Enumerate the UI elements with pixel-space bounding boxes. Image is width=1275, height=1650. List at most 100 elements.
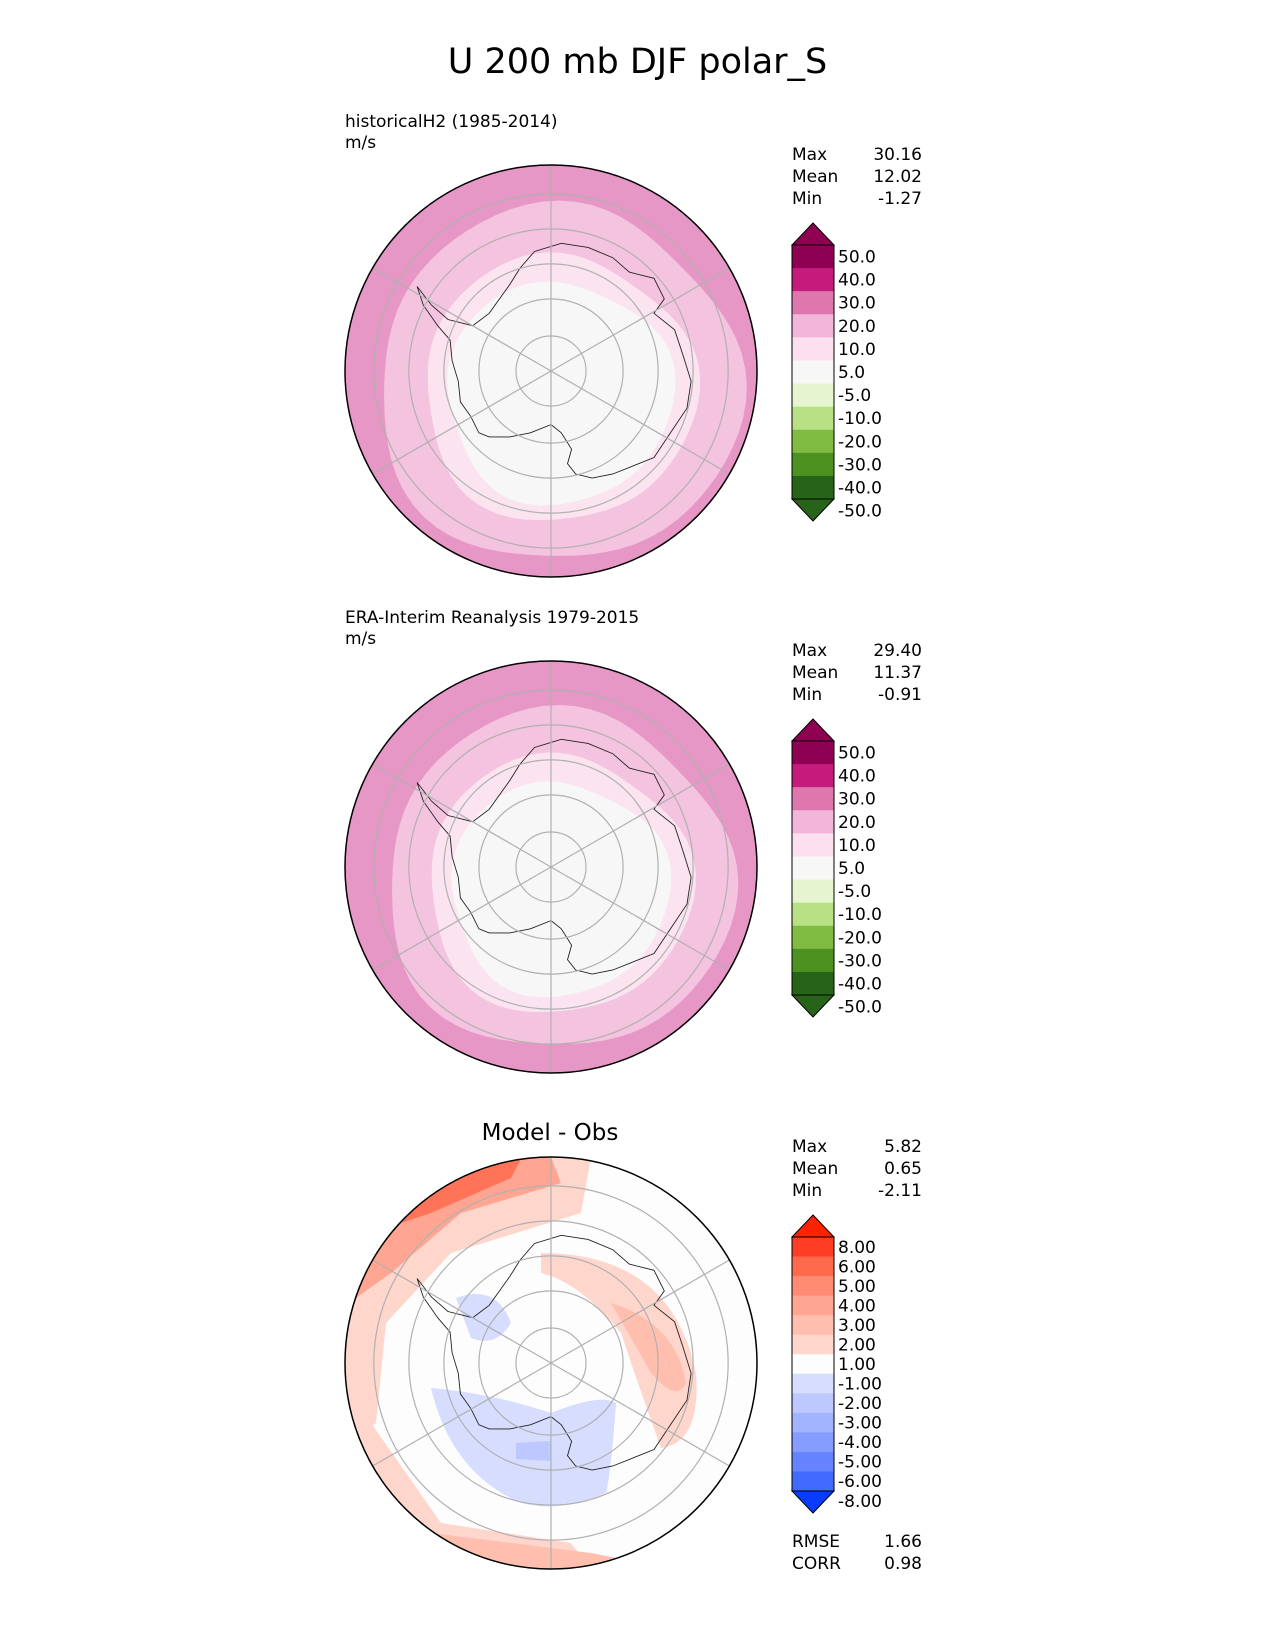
colorbar-tick-label: 20.0: [838, 317, 876, 337]
diff-band-positive: [355, 1463, 631, 1569]
polar-map-panel-3: [344, 1156, 758, 1570]
stat-label: Mean: [792, 167, 839, 187]
colorbar-segment: [792, 1432, 834, 1453]
stat-mean: Mean 12.02: [792, 166, 922, 188]
colorbar-tick-label: -20.0: [838, 432, 882, 452]
panel2-header-line1: ERA-Interim Reanalysis 1979-2015: [345, 608, 640, 628]
metric-label: RMSE: [792, 1532, 841, 1552]
stat-max: Max 5.82: [792, 1136, 922, 1158]
colorbar-segment: [792, 268, 834, 292]
map-boundary: [344, 164, 758, 578]
colorbar-tick-label: 5.0: [838, 859, 865, 879]
colorbar-segment: [792, 856, 834, 881]
colorbar-segment: [792, 1276, 834, 1297]
colorbar-extend-top: [790, 222, 836, 246]
longitude-line: [372, 763, 521, 851]
longitude-line: [550, 866, 582, 886]
coastline: [416, 738, 692, 975]
metric-label: CORR: [792, 1554, 841, 1574]
colorbar-tick-label: -30.0: [838, 455, 882, 475]
panel1-units: m/s: [345, 133, 377, 153]
longitude-line: [581, 1259, 730, 1347]
stat-label: Min: [792, 1181, 823, 1201]
colorbar-tick-label: -5.00: [838, 1453, 882, 1473]
panel2-units: m/s: [345, 629, 377, 649]
longitude-line: [372, 1379, 521, 1467]
colorbar-segment: [792, 245, 834, 269]
stat-value: 29.40: [873, 641, 922, 661]
stat-value: 5.82: [884, 1137, 922, 1157]
colorbar-tick-label: -5.0: [838, 882, 871, 902]
colorbar-tick-label: 8.00: [838, 1238, 876, 1258]
colorbar-segment: [792, 383, 834, 408]
diff-band-positive: [345, 1373, 591, 1569]
colorbar-segment: [792, 1354, 834, 1375]
longitude-line: [550, 1344, 582, 1364]
longitude-line: [581, 267, 730, 355]
colorbar-frame: [791, 244, 835, 500]
stat-value: -1.27: [878, 189, 922, 209]
colorbar-segment: [792, 1334, 834, 1355]
colorbar-segment: [792, 1295, 834, 1316]
map-boundary: [344, 660, 758, 1074]
colorbar-segment: [792, 741, 834, 765]
stat-label: Max: [792, 1137, 828, 1157]
colorbar-segment: [792, 787, 834, 811]
map-boundary: [344, 1156, 758, 1570]
colorbar-segment: [792, 1412, 834, 1433]
colorbar-tick-label: 30.0: [838, 294, 876, 314]
colorbar-segment: [792, 429, 834, 454]
colorbar-segment: [792, 764, 834, 788]
longitude-line: [581, 1379, 730, 1467]
longitude-line: [372, 1259, 521, 1347]
colorbar-tick-label: 20.0: [838, 813, 876, 833]
stat-mean: Mean 11.37: [792, 662, 922, 684]
stat-value: 12.02: [873, 167, 922, 187]
diff-band-positive: [401, 1159, 521, 1223]
polar-map-panel-1: [344, 164, 758, 578]
colorbar-tick-label: 4.00: [838, 1296, 876, 1316]
stat-min: Min -0.91: [792, 684, 922, 706]
colorbar-tick-label: -50.0: [838, 502, 882, 522]
diff-band-positive: [349, 1157, 561, 1303]
colorbar-tick-label: 5.00: [838, 1277, 876, 1297]
colorbar-segment: [792, 879, 834, 904]
colorbar-tick-label: -3.00: [838, 1414, 882, 1434]
colorbar-segment: [792, 452, 834, 477]
metric-corr: CORR 0.98: [792, 1553, 922, 1575]
longitude-line: [581, 763, 730, 851]
colorbar-tick-label: -8.00: [838, 1492, 882, 1512]
stat-label: Max: [792, 641, 828, 661]
colorbar-segment: [792, 337, 834, 361]
colorbar-segment: [792, 291, 834, 315]
colorbar-tick-label: 50.0: [838, 744, 876, 764]
colorbar-tick-label: -10.0: [838, 409, 882, 429]
stat-label: Max: [792, 145, 828, 165]
colorbar-1: 50.0 40.0 30.0 20.0 10.0 5.0 -5.0 -10.0 -20.0 -30…: [790, 222, 882, 522]
colorbar-segment: [792, 406, 834, 431]
colorbar-tick-label: -2.00: [838, 1394, 882, 1414]
longitude-line: [550, 1362, 582, 1382]
colorbar-segment: [792, 902, 834, 927]
stat-value: -0.91: [878, 685, 922, 705]
stat-label: Min: [792, 189, 823, 209]
colorbar-frame: [791, 740, 835, 996]
stat-label: Mean: [792, 1159, 839, 1179]
colorbar-tick-label: 30.0: [838, 790, 876, 810]
colorbar-segment: [792, 948, 834, 973]
colorbar-tick-label: -50.0: [838, 998, 882, 1018]
longitude-line: [550, 848, 582, 868]
panel3-stats: Max 5.82 Mean 0.65 Min -2.11: [792, 1136, 922, 1202]
colorbar-tick-label: 50.0: [838, 248, 876, 268]
stat-label: Min: [792, 685, 823, 705]
colorbar-extend-bottom: [790, 994, 836, 1018]
metric-rmse: RMSE 1.66: [792, 1531, 922, 1553]
diff-band-negative: [456, 1293, 511, 1341]
colorbar-segment: [792, 1451, 834, 1472]
colorbar-tick-label: -6.00: [838, 1472, 882, 1492]
colorbar-segment: [792, 1237, 834, 1258]
colorbar-tick-label: -10.0: [838, 905, 882, 925]
colorbar-extend-bottom: [790, 1490, 836, 1514]
metric-value: 0.98: [884, 1554, 922, 1574]
